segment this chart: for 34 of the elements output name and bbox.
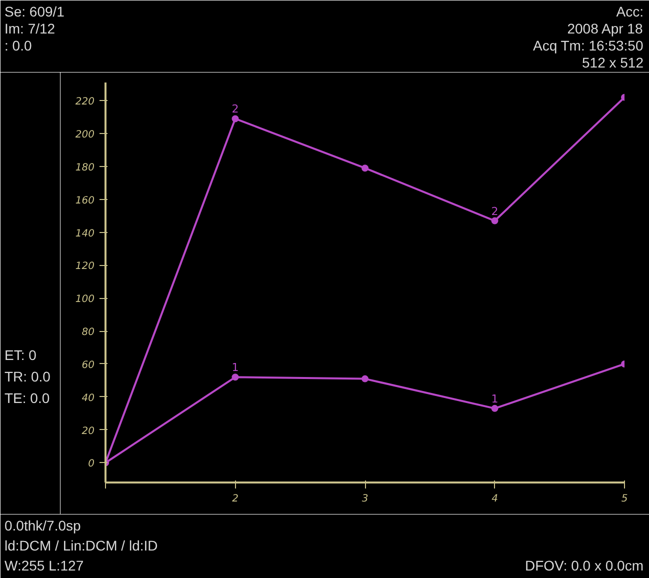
y-tick-label: 60: [82, 360, 95, 371]
x-tick-label: 5: [621, 494, 628, 504]
text: 0.0thk/7.0sp: [4, 518, 81, 534]
y-tick-label: 120: [75, 261, 95, 272]
y-tick-label: 0: [88, 458, 95, 470]
x-tick-label: 3: [362, 494, 368, 504]
text: 1: [232, 361, 239, 374]
text: TR: 0.0: [4, 368, 51, 384]
text: 2008 Apr 18: [567, 20, 643, 36]
text: Acq Tm: 16:53:50: [532, 38, 644, 54]
text: ET: 0: [4, 346, 37, 363]
text: TE: 0.0: [4, 390, 50, 406]
text: ld:DCM / Lin:DCM / ld:ID: [4, 538, 158, 554]
y-tick-label: 160: [75, 195, 95, 206]
text: Acc:: [616, 4, 644, 20]
y-tick-label: 20: [82, 426, 95, 437]
y-tick-label: 180: [75, 162, 95, 174]
x-tick-label: 2: [232, 494, 238, 504]
text: : 0.0: [4, 38, 32, 54]
y-tick-label: 100: [75, 294, 95, 306]
text: Im: 7/12: [4, 20, 56, 36]
x-tick-label: 4: [492, 494, 498, 504]
y-tick-label: 200: [75, 130, 95, 141]
text: 2: [232, 102, 239, 116]
series-label: 1: [491, 392, 498, 406]
y-tick-label: 80: [82, 327, 95, 338]
text: DFOV: 0.0 x 0.0cm: [524, 558, 644, 574]
y-tick-label: 220: [75, 96, 95, 108]
text: 512 x 512: [582, 54, 644, 70]
series-label: 2: [491, 204, 498, 218]
text: W:255 L:127: [4, 558, 84, 574]
y-tick-label: 40: [82, 392, 95, 404]
text: Se: 609/1: [4, 4, 65, 20]
y-tick-label: 140: [75, 228, 95, 240]
